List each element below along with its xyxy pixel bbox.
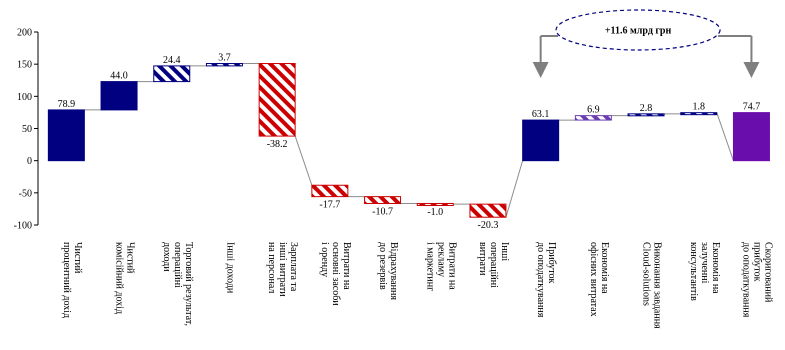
- connector-line: [505, 160, 524, 218]
- category-label-line: операційні: [172, 242, 183, 288]
- category-label-line: Чистий: [72, 242, 83, 274]
- category-label-line: залученні: [699, 242, 710, 284]
- data-label: -17.7: [319, 200, 340, 211]
- data-label: 24.4: [163, 55, 181, 66]
- data-label: 2.8: [640, 103, 653, 114]
- category-label-line: Інші: [499, 242, 510, 261]
- category-label-line: процентний дохід: [61, 242, 72, 318]
- bar-8: [416, 203, 454, 207]
- category-label-line: Зарплата та: [288, 242, 299, 292]
- y-tick-label: -50: [19, 188, 32, 199]
- category-label-line: Скоригований: [762, 242, 773, 303]
- data-label: -38.2: [267, 139, 288, 150]
- category-label-line: консультантів: [688, 242, 699, 301]
- y-axis: 200 150 100 50 0 -50 -100: [14, 28, 39, 232]
- y-tick-label: 200: [17, 28, 32, 39]
- bar-9: [469, 203, 507, 218]
- bar-1: [47, 109, 85, 162]
- category-label-line: до резервів: [377, 242, 388, 290]
- bar-13: [680, 112, 718, 116]
- data-label: -1.0: [427, 207, 443, 218]
- category-label-line: офісних витратах: [588, 242, 599, 317]
- data-label: 3.7: [218, 53, 231, 64]
- bar-14: [732, 112, 770, 162]
- data-label: -10.7: [372, 207, 393, 218]
- category-label-line: Економія на: [710, 242, 721, 294]
- bar-12: [627, 113, 665, 117]
- annotation-text: +11.6 млрд грн: [605, 26, 672, 37]
- bar-6: [311, 184, 349, 198]
- category-label-line: Витрати на: [446, 242, 457, 290]
- category-label-line: до оподаткування: [740, 242, 751, 318]
- category-label-line: комісійний дохід: [114, 242, 125, 314]
- category-label-line: Відрахування: [388, 242, 399, 300]
- category-label-line: прибуток: [751, 242, 762, 282]
- connector-line: [716, 112, 734, 161]
- category-label-line: Прибуток: [546, 242, 557, 284]
- category-label-line: Виконання завдання: [652, 242, 663, 329]
- category-label-line: рекламу: [435, 242, 446, 277]
- y-tick-label: 150: [17, 60, 32, 71]
- category-label-line: витрати: [477, 242, 488, 276]
- bar-3: [153, 65, 191, 83]
- category-label-line: на персонал: [266, 242, 277, 293]
- category-label-line: Cloud-solutions: [641, 242, 652, 306]
- data-label: 63.1: [532, 109, 550, 120]
- category-label-line: і оренду: [319, 242, 330, 277]
- bar-7: [364, 196, 402, 205]
- annotation-ellipse: [555, 9, 721, 51]
- data-label: 1.8: [693, 102, 706, 113]
- category-label: Інші доходи: [224, 242, 235, 294]
- connector-lines: [84, 63, 734, 218]
- data-label: 74.7: [743, 102, 761, 113]
- annotation: +11.6 млрд грн: [532, 9, 760, 78]
- data-label: 78.9: [58, 99, 76, 110]
- category-label-line: доходи: [161, 242, 172, 272]
- y-tick-label: 0: [27, 156, 32, 167]
- data-label: 44.0: [110, 71, 128, 82]
- category-label-line: основні засоби: [330, 242, 341, 306]
- bar-2: [100, 81, 138, 111]
- data-labels: 78.9 44.0 24.4 3.7 -38.2 -17.7 -10.7 -1.0 -20.3 6…: [58, 53, 761, 232]
- category-label-line: операційні: [488, 242, 499, 288]
- bar-4: [205, 63, 243, 67]
- category-label-line: Інші доходи: [224, 242, 235, 294]
- category-label-line: до оподаткування: [535, 242, 546, 318]
- data-label: 6.9: [587, 105, 600, 116]
- category-label-line: Чистий: [125, 242, 136, 274]
- category-label-line: Економія на: [599, 242, 610, 294]
- bar-10: [522, 119, 560, 162]
- data-label: -20.3: [478, 220, 499, 231]
- bar-5: [258, 63, 296, 137]
- y-tick-label: 100: [17, 92, 32, 103]
- category-label-line: Торговий результат,: [183, 242, 194, 326]
- y-tick-label: 50: [22, 124, 32, 135]
- bar-11: [574, 115, 612, 121]
- connector-line: [294, 135, 313, 186]
- bars: [47, 63, 770, 218]
- y-tick-label: -100: [14, 221, 32, 232]
- category-label-line: і маркетинг: [424, 242, 435, 291]
- category-label-line: інші витрати: [277, 242, 288, 297]
- category-label-line: Витрати на: [341, 242, 352, 290]
